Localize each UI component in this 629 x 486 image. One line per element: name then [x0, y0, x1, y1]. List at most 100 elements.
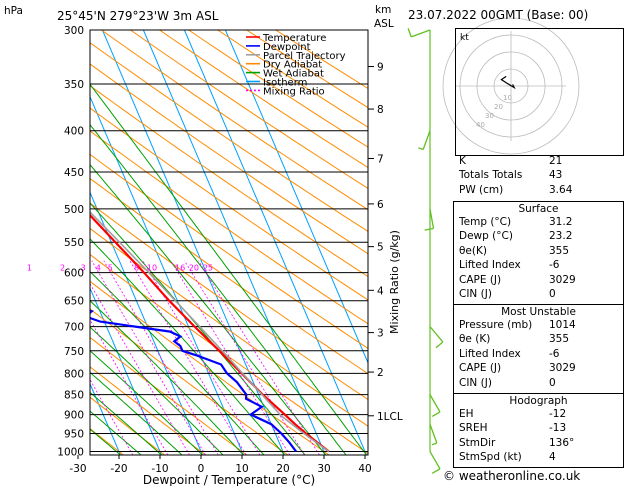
- dry-adiabat-line: [90, 336, 248, 455]
- hodo-value: -12: [549, 408, 567, 420]
- wind-barb-flag: [407, 28, 412, 38]
- mu-row: CAPE (J) 3029: [453, 362, 623, 376]
- x-tick-label: 20: [276, 463, 289, 475]
- mixing-ratio-line: [103, 260, 219, 455]
- km-tick-label: 7: [377, 153, 384, 165]
- mu-key: CAPE (J): [459, 362, 502, 375]
- dry-adiabat-line: [188, 30, 368, 148]
- wind-barb-flag: [424, 227, 434, 231]
- hodograph-table: EH -12 SREH -13 StmDir 136° StmSpd (kt) 4: [453, 408, 623, 466]
- mixing-ratio-label: 20: [189, 264, 199, 273]
- dry-adiabat-line: [90, 177, 368, 375]
- mu-key: Pressure (mb): [459, 319, 533, 331]
- y-axis-unit: hPa: [4, 5, 23, 17]
- surface-key: θe(K): [459, 244, 487, 257]
- surface-row: Lifted Index -6: [453, 259, 623, 273]
- pressure-tick-label: 700: [64, 322, 84, 334]
- mixing-ratio-line: [198, 260, 320, 455]
- mixing-ratio-label: 16: [175, 264, 185, 273]
- index-value: 43: [549, 169, 563, 182]
- wind-barb: [418, 130, 431, 151]
- index-value: 3.64: [549, 183, 573, 196]
- mu-key: θe (K): [459, 333, 491, 346]
- km-tick-label: 9: [377, 62, 384, 74]
- mixing-ratio-line: [90, 378, 134, 455]
- km-tick-label: 6: [377, 199, 384, 211]
- wet-adiabat-line: [90, 371, 183, 455]
- pressure-tick-label: 600: [64, 268, 84, 280]
- pressure-tick-label: 450: [64, 167, 84, 179]
- wet-adiabat-line: [90, 123, 347, 455]
- mixing-ratio-line: [90, 319, 169, 455]
- dry-adiabat-line: [90, 63, 368, 255]
- x-tick-label: -30: [69, 463, 86, 475]
- km-unit-label: km: [375, 4, 391, 16]
- surface-value: 31.2: [549, 216, 573, 228]
- wind-barb-half-flag: [418, 147, 424, 151]
- wind-barb-staff: [422, 130, 431, 150]
- wind-barb-half-flag: [431, 442, 438, 446]
- hodograph-ring-label: 30: [485, 112, 494, 120]
- wind-barb: [429, 326, 444, 349]
- hodo-row: StmDir 136°: [453, 437, 623, 451]
- mu-value: -6: [549, 347, 560, 360]
- pressure-tick-label: 1000: [57, 447, 84, 459]
- mu-value: 355: [549, 333, 570, 346]
- mixing-ratio-line: [91, 260, 206, 455]
- dry-adiabat-line: [90, 366, 206, 455]
- wind-barb-staff: [429, 326, 444, 343]
- mixing-ratio-label: 1: [27, 264, 32, 273]
- dry-adiabat-line: [90, 153, 368, 350]
- x-tick-label: -10: [151, 463, 168, 475]
- date-label: 23.07.2022 00GMT (Base: 00): [408, 8, 589, 22]
- mu-key: CIN (J): [459, 376, 492, 389]
- wind-barb: [429, 423, 438, 446]
- wind-barb-staff: [429, 451, 441, 470]
- series-line: [90, 213, 330, 453]
- index-key: Totals Totals: [459, 169, 523, 182]
- index-row: K 21: [453, 155, 623, 169]
- index-row: Totals Totals 43: [453, 169, 623, 183]
- pressure-tick-label: 800: [64, 368, 84, 380]
- surface-key: CAPE (J): [459, 273, 502, 286]
- wind-barb: [429, 451, 441, 474]
- mu-row: Lifted Index -6: [453, 348, 623, 362]
- chart-axes: 3003504004505005506006507007508008509009…: [4, 4, 403, 486]
- x-tick-label: 10: [235, 463, 248, 475]
- dry-adiabat-line: [90, 85, 368, 278]
- series-line: [90, 210, 330, 453]
- dry-adiabat-line: [90, 227, 368, 427]
- wet-adiabat-line: [90, 391, 162, 455]
- mu-row: Pressure (mb) 1014: [453, 319, 623, 333]
- legend-label: Wet Adiabat: [263, 69, 324, 80]
- km-tick-label: 3: [377, 328, 384, 340]
- dry-adiabat-line: [90, 107, 368, 301]
- hodo-row: EH -12: [453, 408, 623, 422]
- hodograph-frame: [455, 28, 624, 156]
- wet-adiabat-line: [90, 83, 367, 455]
- pressure-tick-label: 300: [64, 25, 84, 37]
- surface-value: -6: [549, 259, 560, 272]
- hodo-key: SREH: [459, 422, 488, 435]
- surface-row: θe(K) 355: [453, 245, 623, 259]
- hodograph-table-title: Hodograph: [509, 395, 568, 407]
- wind-barb: [429, 394, 441, 418]
- mixing-ratio-line: [184, 260, 305, 455]
- x-tick-label: -20: [110, 463, 127, 475]
- series-line: [90, 309, 297, 453]
- km-tick-label: 8: [377, 104, 384, 116]
- wind-barb-flag: [435, 341, 444, 349]
- dry-adiabat-line: [90, 396, 165, 455]
- km-tick-label: 2: [377, 367, 384, 379]
- surface-value: 0: [549, 287, 556, 300]
- hodograph-ring-label: 10: [503, 94, 512, 102]
- index-key: PW (cm): [459, 183, 504, 196]
- surface-row: CAPE (J) 3029: [453, 274, 623, 288]
- wind-barb: [407, 28, 431, 38]
- wet-adiabat-line: [90, 326, 224, 455]
- mixing-ratio-line: [90, 283, 190, 455]
- legend-label: Mixing Ratio: [263, 86, 325, 97]
- mu-key: Lifted Index: [459, 347, 521, 360]
- dry-adiabat-line: [159, 30, 368, 169]
